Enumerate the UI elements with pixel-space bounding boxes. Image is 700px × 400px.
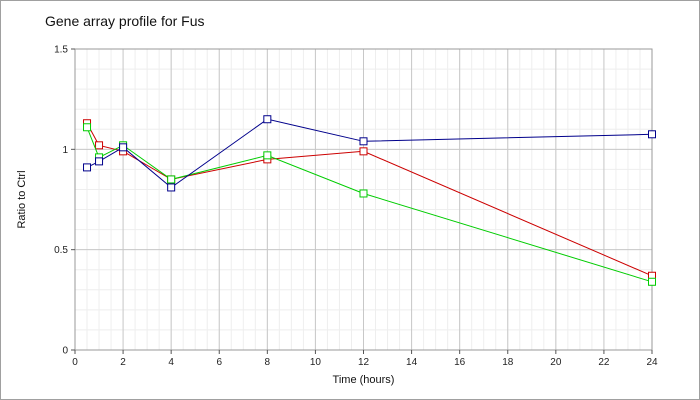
y-tick-label: 0.5: [54, 245, 68, 256]
data-point-marker: [359, 147, 368, 156]
data-point-marker: [263, 151, 272, 160]
x-tick-label: 0: [72, 357, 78, 368]
series-2: [83, 123, 656, 286]
series-line: [86, 122, 653, 277]
major-grid: [74, 48, 653, 351]
chart-title: Gene array profile for Fus: [45, 13, 205, 29]
y-tick-label: 1: [62, 145, 68, 156]
series-line: [86, 127, 653, 283]
data-point-marker: [83, 123, 92, 132]
y-axis-label: Ratio to Ctrl: [16, 170, 28, 228]
series-group: [83, 115, 656, 286]
x-tick-label: 2: [120, 357, 126, 368]
x-tick-label: 12: [358, 357, 370, 368]
x-tick-label: 22: [598, 357, 610, 368]
series-1: [83, 119, 656, 280]
x-tick-label: 4: [168, 357, 174, 368]
data-point-marker: [648, 277, 656, 286]
x-tick-label: 16: [454, 357, 466, 368]
data-point-marker: [359, 189, 368, 198]
x-tick-label: 18: [502, 357, 514, 368]
data-point-marker: [95, 141, 104, 150]
data-point-marker: [263, 115, 272, 124]
x-tick-label: 24: [646, 357, 658, 368]
x-tick-label: 20: [550, 357, 562, 368]
y-tick-label: 0: [62, 346, 68, 357]
x-tick-label: 6: [216, 357, 222, 368]
data-point-marker: [83, 163, 92, 172]
data-point-marker: [119, 143, 128, 152]
series-3: [83, 115, 656, 192]
y-tick-label: 1.5: [54, 45, 68, 56]
x-tick-label: 8: [265, 357, 271, 368]
data-point-marker: [167, 175, 176, 184]
data-point-marker: [359, 137, 368, 146]
data-point-marker: [167, 183, 176, 192]
data-point-marker: [95, 157, 104, 166]
x-tick-label: 10: [310, 357, 322, 368]
x-tick-label: 14: [406, 357, 418, 368]
x-axis-label: Time (hours): [333, 374, 395, 386]
data-point-marker: [648, 130, 656, 139]
